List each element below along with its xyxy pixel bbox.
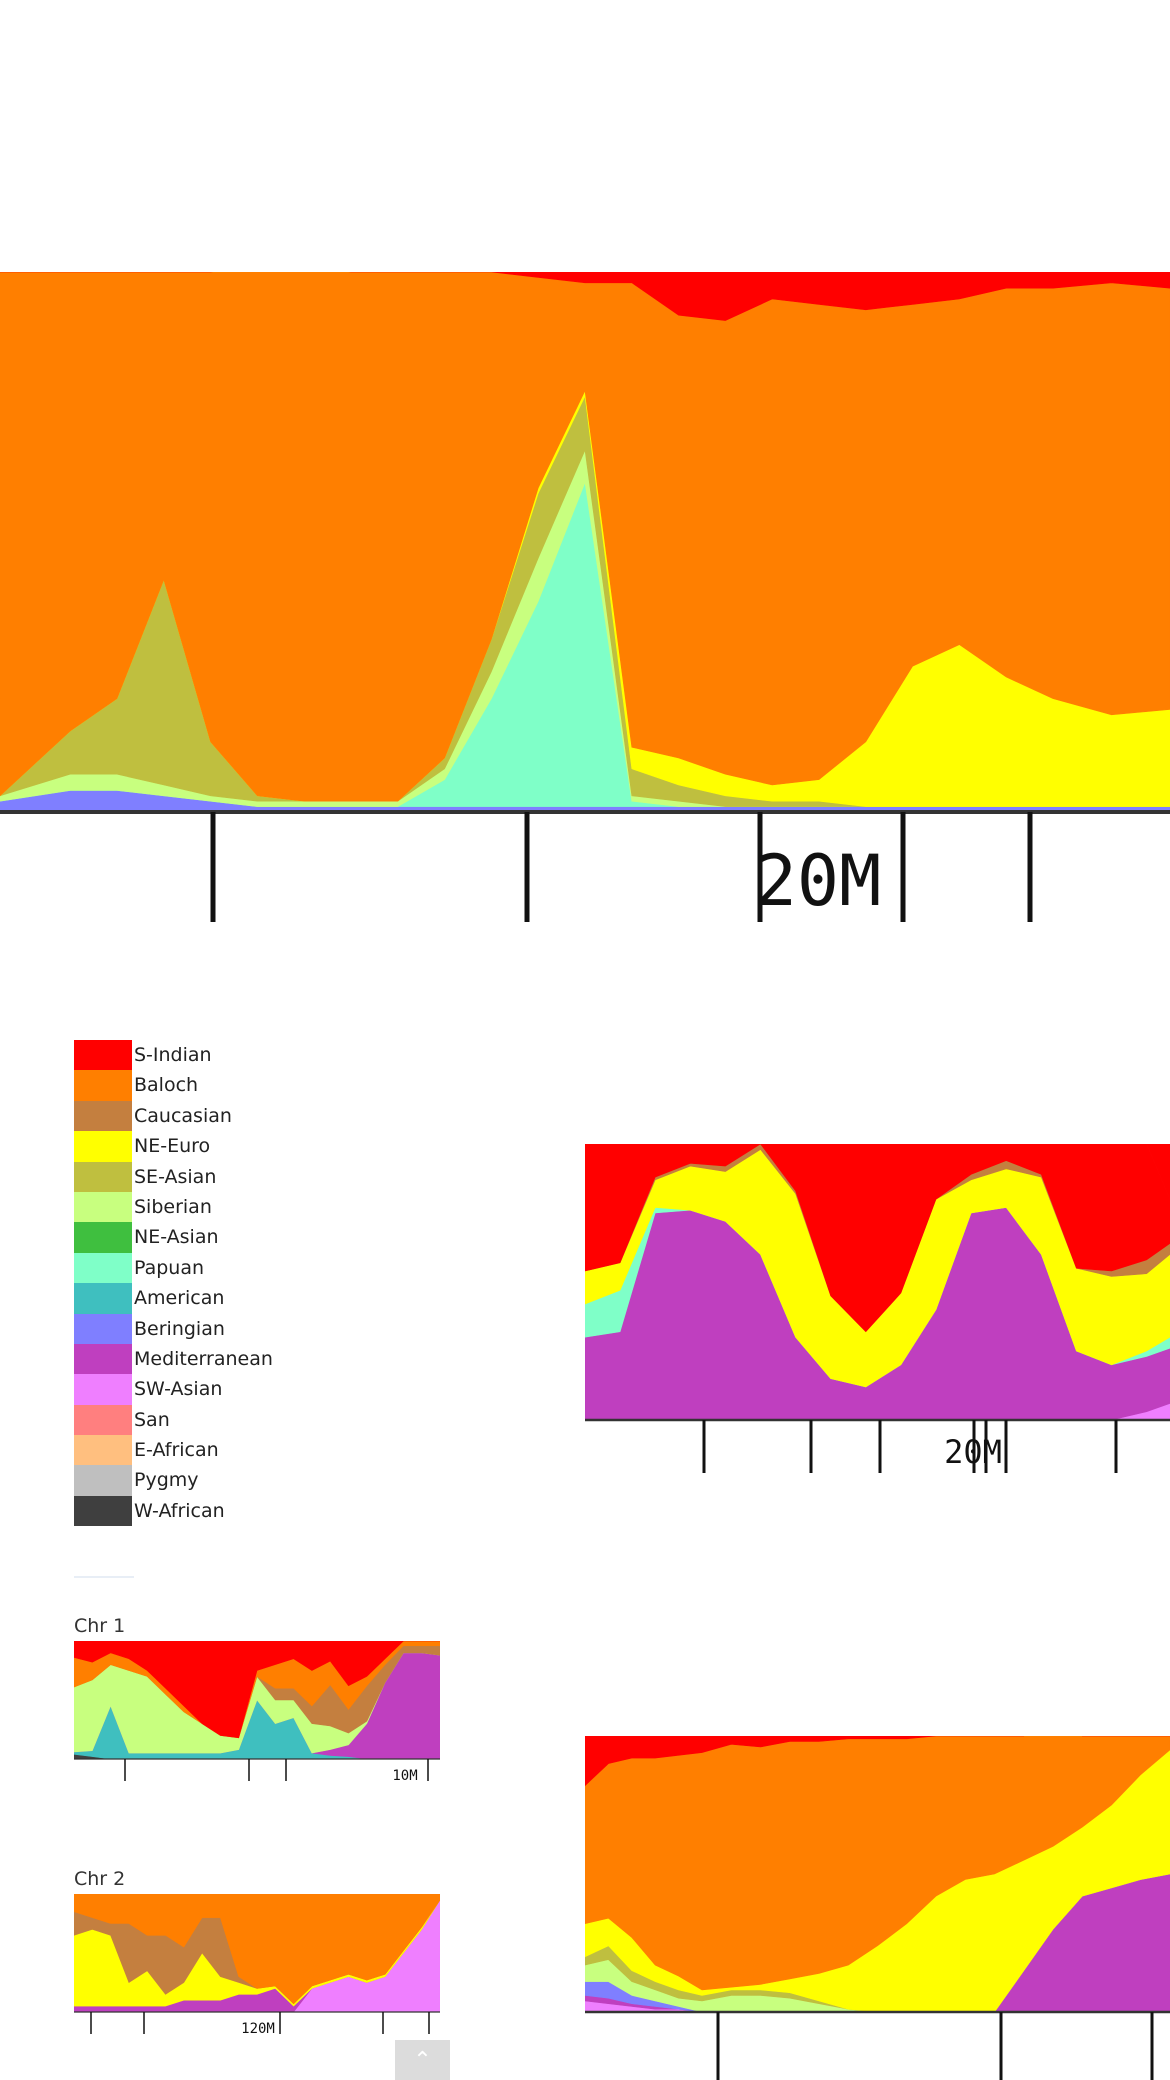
chevron-up-icon: ⌃ (413, 2047, 432, 2073)
legend-label: NE-Asian (134, 1226, 219, 1249)
x-axis-tick-label: 20M (944, 1433, 1002, 1471)
legend-swatch (74, 1131, 132, 1162)
ancestry-chart-mid-right-svg: 20M (585, 1144, 1170, 1473)
series-area-baloch (0, 272, 1170, 802)
legend-item: Papuan (74, 1252, 334, 1284)
legend-swatch (74, 1495, 132, 1527)
legend-label: Mediterranean (134, 1347, 273, 1370)
legend-label: W-African (134, 1499, 225, 1522)
ancestry-chart-large-svg: 20M (0, 272, 1170, 922)
ancestry-chart-bottom-right-svg (585, 1736, 1170, 2080)
chr1-label: Chr 1 (74, 1615, 126, 1637)
legend-label: S-Indian (134, 1044, 212, 1066)
legend-label: SE-Asian (134, 1165, 217, 1188)
legend-item: Mediterranean (74, 1343, 334, 1375)
legend-label: American (134, 1287, 225, 1310)
legend-label: Caucasian (134, 1104, 232, 1127)
chr1-chart[interactable]: 10M (74, 1641, 440, 1786)
legend-label: Siberian (134, 1195, 212, 1218)
ancestry-chart-mid-right: 20M (585, 1144, 1170, 1474)
legend-swatch (74, 1313, 132, 1344)
legend-swatch (74, 1222, 132, 1253)
faint-divider (74, 1576, 134, 1578)
legend-label: NE-Euro (134, 1135, 211, 1158)
series-area-s-indian (74, 1641, 440, 1739)
series-area-s-indian (0, 272, 1170, 321)
chr2-chart-svg: 120M (74, 1894, 440, 2037)
legend-label: San (134, 1408, 170, 1431)
series-area-s-indian (585, 1736, 1170, 1787)
legend-item: SW-Asian (74, 1374, 334, 1405)
legend-item: Pygmy (74, 1465, 334, 1496)
legend-label: Baloch (134, 1074, 199, 1097)
legend-swatch (74, 1374, 132, 1405)
legend-item: E-African (74, 1435, 334, 1466)
ancestry-chart-bottom-right (585, 1736, 1170, 2080)
legend-item: NE-Asian (74, 1222, 334, 1253)
legend-swatch (74, 1070, 132, 1101)
legend-swatch (74, 1435, 132, 1466)
x-axis-tick-label: 20M (755, 840, 881, 922)
x-axis-tick-label: 10M (392, 1768, 417, 1784)
legend-item: Caucasian (74, 1100, 334, 1132)
legend-swatch (74, 1161, 132, 1192)
legend-item: NE-Euro (74, 1131, 334, 1162)
legend-swatch (74, 1100, 132, 1132)
legend-item: San (74, 1404, 334, 1436)
legend-item: Beringian (74, 1313, 334, 1344)
legend-swatch (74, 1465, 132, 1496)
legend-label: Papuan (134, 1256, 205, 1279)
series-area-s-indian (585, 1144, 1170, 1333)
legend-label: Pygmy (134, 1469, 199, 1492)
legend-item: S-Indian (74, 1040, 334, 1071)
legend-swatch (74, 1252, 132, 1284)
series-area-baloch (74, 1894, 440, 2005)
legend-item: W-African (74, 1495, 334, 1527)
scroll-to-top-button[interactable]: ⌃ (395, 2040, 450, 2080)
legend-item: Siberian (74, 1191, 334, 1223)
legend-swatch (74, 1404, 132, 1436)
legend-item: American (74, 1283, 334, 1314)
legend-item: SE-Asian (74, 1161, 334, 1192)
chr2-chart[interactable]: 120M (74, 1894, 440, 2039)
ancestry-chart-large: 20M (0, 272, 1170, 922)
chr1-chart-svg: 10M (74, 1641, 440, 1784)
legend-item: Baloch (74, 1070, 334, 1101)
legend-swatch (74, 1343, 132, 1375)
legend-label: Beringian (134, 1317, 225, 1340)
legend-swatch (74, 1040, 132, 1071)
legend-label: E-African (134, 1439, 219, 1462)
legend-swatch (74, 1283, 132, 1314)
legend-label: SW-Asian (134, 1378, 223, 1401)
chr2-label: Chr 2 (74, 1868, 126, 1890)
legend-swatch (74, 1191, 132, 1223)
x-axis-tick-label: 120M (241, 2021, 275, 2037)
legend: S-Indian Baloch Caucasian NE-Euro SE-Asian Si… (74, 1040, 334, 1527)
